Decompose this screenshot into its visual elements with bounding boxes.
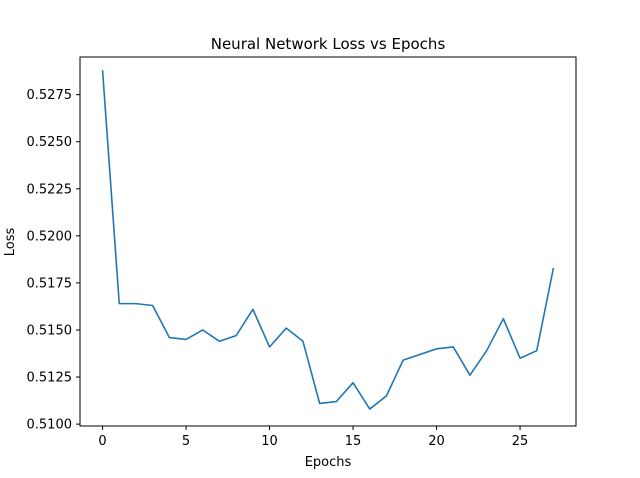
x-tick-label: 25 (512, 434, 529, 449)
y-axis: 0.5100 0.5125 0.5150 0.5175 0.5200 0.5225 0.52… (27, 88, 80, 433)
x-tick-label: 0 (98, 434, 106, 449)
y-tick-label: 0.5125 (27, 371, 73, 386)
y-tick-label: 0.5225 (27, 182, 73, 197)
y-axis-label: Loss (3, 228, 18, 257)
y-tick-label: 0.5175 (27, 276, 73, 291)
y-tick-label: 0.5200 (27, 229, 73, 244)
y-tick-label: 0.5250 (27, 135, 73, 150)
x-axis: 0 5 10 15 20 25 (98, 426, 528, 449)
x-tick-label: 15 (345, 434, 362, 449)
y-tick-label: 0.5100 (27, 418, 73, 433)
y-tick-label: 0.5150 (27, 323, 73, 338)
series-layer (101, 70, 555, 410)
x-axis-label: Epochs (305, 455, 352, 470)
x-tick-label: 5 (182, 434, 190, 449)
x-tick-label: 20 (428, 434, 445, 449)
y-tick-label: 0.5275 (27, 88, 73, 103)
plot-area (79, 56, 577, 427)
loss-series-line (101, 70, 555, 410)
chart-title: Neural Network Loss vs Epochs (211, 35, 446, 53)
x-tick-label: 10 (261, 434, 278, 449)
